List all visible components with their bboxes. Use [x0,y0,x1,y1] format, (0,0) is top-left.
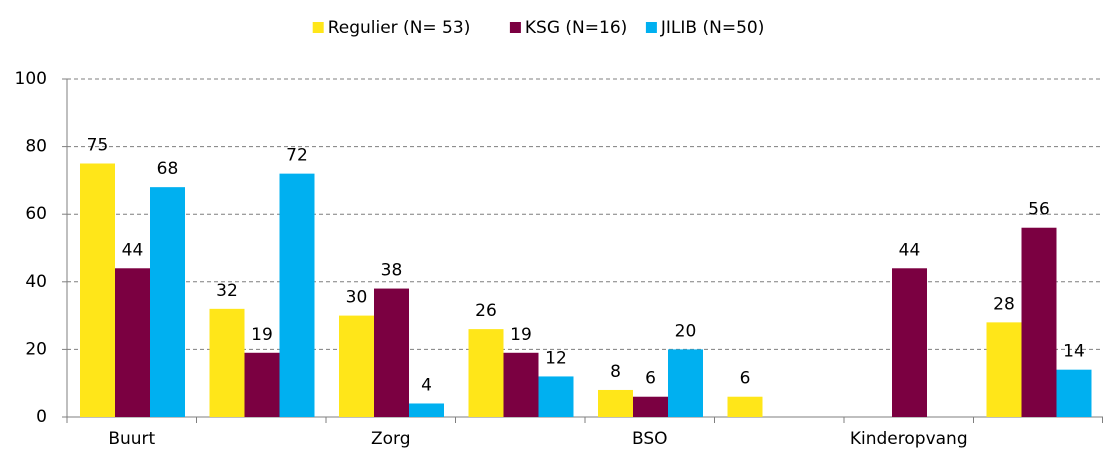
x-tick-label: Zorg [371,429,411,449]
data-label: 8 [610,362,621,382]
data-label: 75 [87,136,109,156]
bar [727,396,763,417]
data-label: 12 [545,348,567,368]
legend-label: JILIB (N=50) [660,18,764,38]
bar [279,173,315,417]
bar [598,389,633,417]
data-label: 4 [421,375,432,395]
data-label: 32 [216,281,238,301]
bar [892,268,927,417]
data-label: 68 [157,159,179,179]
x-tick-label: BSO [632,429,668,449]
legend-label: KSG (N=16) [525,18,627,38]
data-label: 26 [475,301,497,321]
bar [986,322,1022,417]
bar [538,376,574,417]
data-label: 19 [510,325,532,345]
data-label: 6 [740,369,751,389]
legend-swatch [645,22,657,33]
y-tick-label: 60 [25,204,47,224]
data-label: 30 [346,288,368,308]
y-tick-label: 100 [15,69,47,89]
legend-swatch [312,22,324,33]
data-label: 19 [251,325,273,345]
bar [409,403,444,417]
y-tick-label: 20 [25,339,47,359]
data-label: 14 [1063,342,1085,362]
y-tick-label: 40 [25,272,47,292]
x-tick-label: Kinderopvang [850,429,968,449]
data-label: 28 [993,294,1015,314]
bar [633,396,668,417]
bar [80,163,115,417]
bar [115,268,150,417]
bar [150,187,185,417]
bar [1056,369,1092,417]
legend-label: Regulier (N= 53) [328,18,471,38]
data-label: 56 [1028,200,1050,220]
bar [244,352,280,417]
data-label: 44 [122,240,144,260]
data-label: 44 [899,240,921,260]
x-tick-label: Buurt [108,429,155,449]
y-tick-label: 80 [25,137,47,157]
bar [374,288,409,417]
legend-swatch [509,22,521,33]
data-label: 20 [675,321,697,341]
bar [339,315,374,417]
bar [1021,227,1057,417]
bar [468,329,504,417]
data-label: 38 [381,261,403,281]
data-label: 72 [286,146,308,166]
data-label: 6 [645,369,656,389]
y-tick-label: 0 [36,407,47,427]
bar [503,352,539,417]
bar [209,308,245,417]
bar [668,349,703,417]
